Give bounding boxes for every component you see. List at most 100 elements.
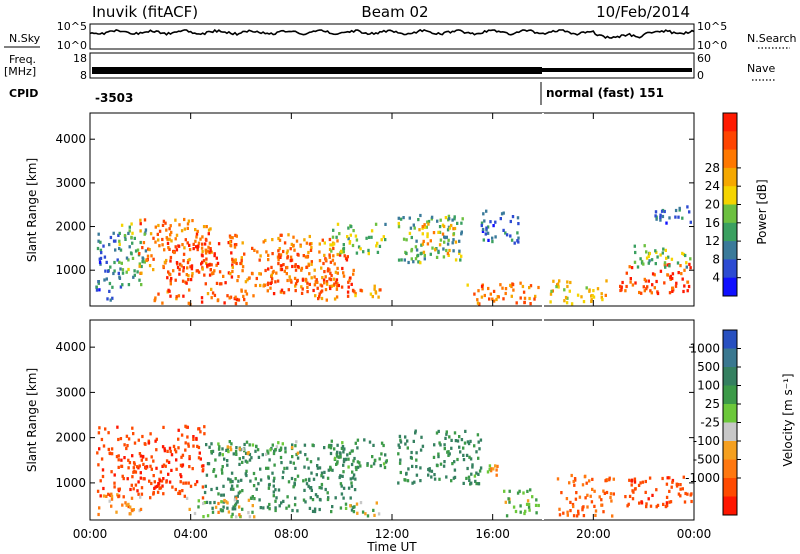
velocity-cell [239,514,242,519]
velocity-cell [477,456,480,460]
power-cell [648,252,651,256]
velocity-cell [188,455,191,459]
power-cell [308,242,312,246]
power-cell [267,253,270,257]
velocity-cell [105,494,108,498]
power-cell [423,253,426,258]
power-cell [309,248,313,252]
power-cell [332,277,336,281]
colorbar-swatch [723,277,737,297]
power-cell [211,271,215,275]
power-cell [448,248,451,253]
power-cell [522,290,526,294]
velocity-cell [450,446,453,450]
power-cell [231,263,234,267]
power-cell [625,284,628,289]
power-cell [565,301,569,305]
power-cell [138,264,141,268]
noise-panel [89,23,695,50]
power-cell [289,247,292,251]
velocity-cell [675,484,679,488]
power-cell [97,280,100,284]
power-cell [665,256,668,260]
velocity-cell [372,508,375,512]
velocity-cell [568,481,571,485]
power-cell [189,265,192,269]
power-cell [186,222,190,226]
power-cell [342,274,346,278]
power-cell [236,279,239,283]
power-cell [275,271,278,275]
velocity-cell [527,505,531,509]
velocity-cell [144,466,148,470]
power-cell [352,288,355,292]
velocity-cell [131,509,134,513]
power-cell [643,244,646,248]
velocity-cell [308,486,312,490]
power-cell [478,302,481,306]
power-cell [325,282,329,286]
power-cell [119,248,123,252]
power-cell [489,292,492,296]
velocity-cell [478,447,481,451]
velocity-cell [350,481,353,485]
velocity-cell [212,469,215,473]
power-cell [186,226,189,230]
power-cell [167,246,170,250]
power-cell [286,255,290,259]
power-cell [663,281,666,285]
power-cell [183,217,186,222]
power-cell [165,228,168,232]
velocity-cell [350,484,354,488]
power-cell [403,258,406,262]
power-cell [271,252,274,256]
velocity-cell [240,478,243,482]
power-cell [359,288,362,292]
power-cell [313,268,316,272]
power-cell [677,215,680,219]
power-cell [582,300,586,304]
velocity-cell [573,483,576,487]
velocity-cell [638,501,641,505]
velocity-cell [237,479,240,483]
velocity-cell [438,477,441,481]
power-cell [451,218,454,222]
velocity-cell [206,514,210,518]
power-cell [326,269,330,273]
power-cell [310,260,313,264]
power-cell [294,282,298,286]
power-cell [183,246,186,250]
power-cell [639,257,642,261]
velocity-cell [164,464,167,468]
power-cell [128,229,131,233]
velocity-cell [351,449,354,453]
power-cell [136,248,140,252]
velocity-cell [265,466,268,470]
power-cell [264,238,267,243]
power-cell [329,278,333,282]
xlabel: Time UT [366,540,417,554]
velocity-cell [421,444,425,448]
power-cell [448,226,452,230]
velocity-cell [157,482,160,486]
velocity-cell [129,487,132,492]
velocity-cell [170,453,174,457]
velocity-cell [310,471,313,475]
velocity-cell [630,483,633,487]
velocity-cell [247,498,251,502]
power-cell [576,293,580,297]
power-cell [681,216,684,220]
velocity-cell [163,447,166,451]
power-cell [505,233,509,237]
power-cell [262,240,265,244]
velocity-cell [139,454,143,458]
power-cell [329,243,332,247]
velocity-cell [679,487,682,491]
velocity-cell [664,505,668,509]
power-cell-cluster [549,279,608,306]
velocity-cell [161,464,164,468]
velocity-cell [120,464,123,468]
power-cell [647,254,650,258]
power-cell [668,291,672,295]
power-cell [289,259,292,263]
